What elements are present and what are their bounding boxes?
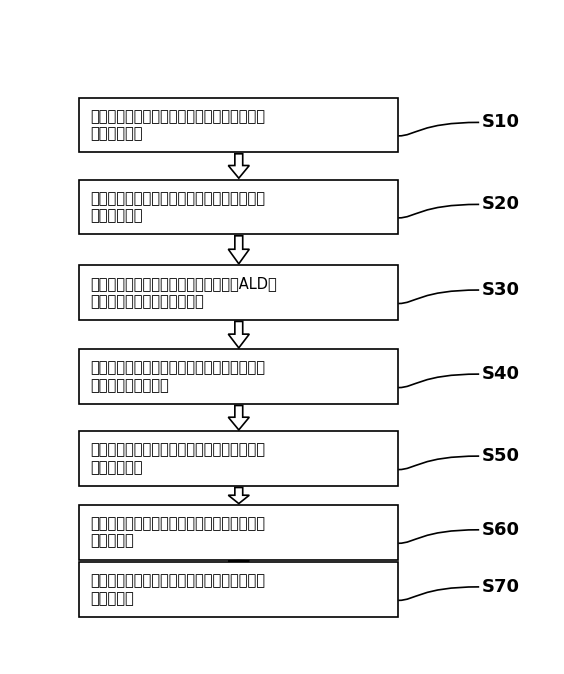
Bar — [79, 98, 398, 152]
Text: S10: S10 — [482, 113, 519, 131]
Text: S70: S70 — [482, 578, 519, 596]
Polygon shape — [228, 487, 249, 503]
Polygon shape — [228, 406, 249, 430]
Polygon shape — [228, 154, 249, 178]
Text: 在所述的空穴传输层上通过热蒸镀设备沉积空
穴注入层；: 在所述的空穴传输层上通过热蒸镀设备沉积空 穴注入层； — [90, 516, 265, 549]
Text: 在所述的第一导电层上通过涂布或者印刷制备
电子注入层；: 在所述的第一导电层上通过涂布或者印刷制备 电子注入层； — [90, 191, 265, 223]
Bar — [79, 349, 398, 404]
Bar — [79, 266, 398, 320]
Bar — [79, 180, 398, 235]
Text: 在所述的电子传输钝化层上通过涂布或者印刷
制备量子点发光层；: 在所述的电子传输钝化层上通过涂布或者印刷 制备量子点发光层； — [90, 361, 265, 393]
Bar — [79, 505, 398, 559]
Text: S40: S40 — [482, 365, 519, 383]
Bar — [79, 431, 398, 486]
Text: 在所述提供的玻璃基板上，通过磁控溅射制备
第一导电层；: 在所述提供的玻璃基板上，通过磁控溅射制备 第一导电层； — [90, 109, 265, 141]
Text: 在所述的空穴注入层上通过热蒸镀设备沉积第
二导电层；: 在所述的空穴注入层上通过热蒸镀设备沉积第 二导电层； — [90, 574, 265, 606]
Bar — [79, 562, 398, 617]
Text: S50: S50 — [482, 447, 519, 465]
Polygon shape — [228, 236, 249, 264]
Text: 在所述的量子点发光层上通过热蒸镀设备沉积
空穴传输层；: 在所述的量子点发光层上通过热蒸镀设备沉积 空穴传输层； — [90, 443, 265, 475]
Text: S20: S20 — [482, 195, 519, 214]
Text: 在所述的电子注入层上通过磁控溅射、ALD或
者涂布制备电子传输钝化层；: 在所述的电子注入层上通过磁控溅射、ALD或 者涂布制备电子传输钝化层； — [90, 276, 277, 309]
Text: S60: S60 — [482, 521, 519, 539]
Polygon shape — [228, 321, 249, 348]
Text: S30: S30 — [482, 281, 519, 299]
